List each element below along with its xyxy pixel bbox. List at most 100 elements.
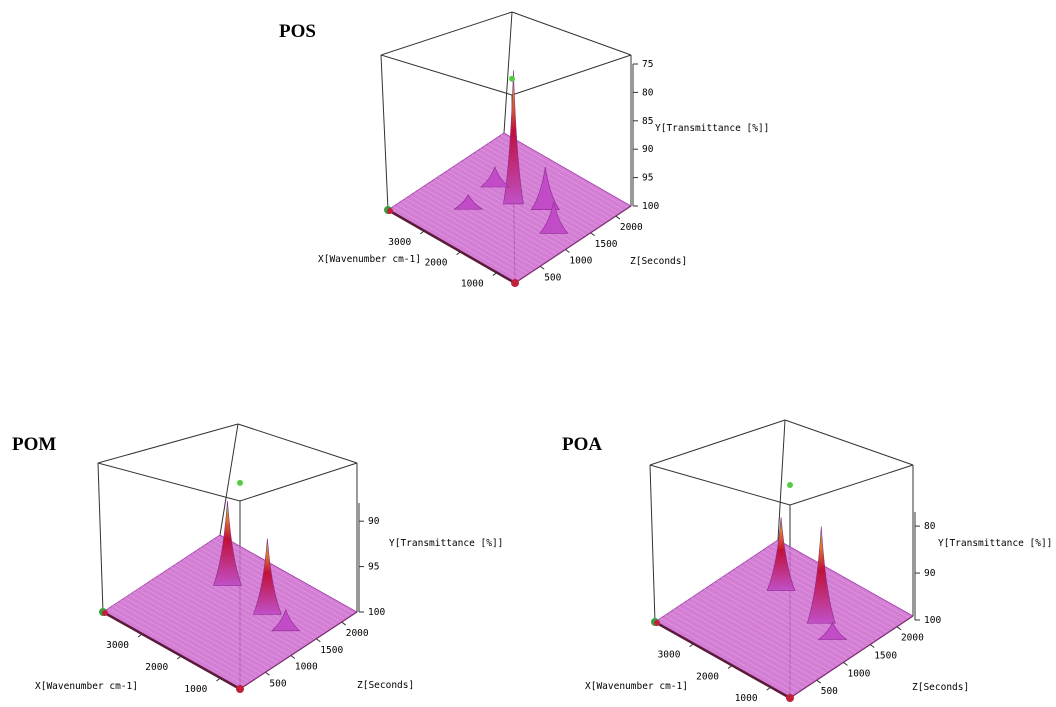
- corner-marker: [511, 279, 519, 287]
- surface-gridline: [182, 557, 320, 636]
- surface-gridline: [420, 186, 549, 260]
- x-tick: [419, 230, 425, 235]
- surface-gridline: [689, 596, 826, 674]
- cube-edge: [380, 54, 389, 211]
- x-tick: [176, 655, 182, 660]
- x-tick-label: 2000: [425, 258, 448, 269]
- surface-gridline: [215, 535, 353, 614]
- data-peak: [503, 70, 524, 205]
- panel-pos: 75 80 85 90 95 100 Y[Transmittance [%]] 500 1000…: [318, 11, 769, 290]
- cube-edge: [380, 54, 513, 96]
- data-peak: [817, 621, 848, 640]
- surface-gridline: [115, 601, 253, 680]
- z-tick: [290, 655, 296, 659]
- surface-side-edge: [789, 615, 914, 699]
- surface-gridline: [107, 607, 245, 686]
- surface-gridline: [400, 199, 528, 274]
- cube-edge: [511, 54, 632, 96]
- y-tick-label: 90: [924, 568, 936, 579]
- surface-gridline: [720, 576, 857, 653]
- z-tick-label: 500: [544, 272, 561, 283]
- x-tick-label: 3000: [388, 237, 411, 248]
- chart-title-pos: POS: [279, 21, 316, 42]
- surface-gridline: [144, 582, 282, 661]
- surface-gridline: [729, 570, 865, 647]
- y-tick-label: 100: [924, 615, 941, 626]
- data-peak: [766, 517, 796, 592]
- y-tick-label: 95: [642, 173, 653, 184]
- surface-gridline: [466, 155, 594, 230]
- surface-gridline: [157, 574, 295, 653]
- cube-edge: [789, 464, 914, 506]
- y-tick-label: 75: [642, 59, 653, 70]
- surface-gridline: [161, 571, 299, 650]
- z-tick-label: 1500: [874, 651, 897, 662]
- surface-gridline: [663, 614, 799, 691]
- x-tick-label: 1000: [461, 279, 484, 290]
- y-tick-label: 90: [642, 144, 654, 155]
- surface-front-edge: [387, 208, 516, 285]
- x-tick: [766, 686, 772, 691]
- surface-gridline: [127, 593, 266, 672]
- surface-gridline: [391, 205, 520, 280]
- surface-gridline: [707, 585, 843, 662]
- x-axis-label: X[Wavenumber cm-1]: [35, 681, 138, 692]
- x-tick-label: 2000: [145, 662, 168, 673]
- cube-edge: [380, 11, 513, 56]
- y-axis-label: Y[Transmittance [%]]: [389, 538, 503, 549]
- surface-gridline: [408, 194, 536, 269]
- data-peak: [213, 500, 242, 586]
- cube-edge: [219, 423, 239, 536]
- x-tick: [137, 633, 143, 638]
- surface-gridline: [764, 547, 900, 624]
- z-axis-label: Z[Seconds]: [912, 682, 969, 693]
- data-peak: [480, 166, 510, 188]
- surface-gridline: [698, 590, 835, 668]
- data-peak: [453, 194, 484, 210]
- surface-gridline: [123, 596, 262, 675]
- cube-edge: [784, 419, 914, 466]
- surface-gridline: [136, 588, 274, 666]
- surface-gridline: [404, 197, 532, 271]
- cube-edge: [649, 419, 786, 466]
- surface-gridline: [716, 579, 852, 656]
- surface-gridline: [148, 579, 287, 658]
- surface-side-edge: [514, 205, 632, 284]
- x-tick-label: 1000: [184, 684, 207, 695]
- z-tick: [341, 621, 347, 626]
- surface-gridline: [211, 538, 349, 617]
- z-tick-label: 1500: [320, 645, 343, 656]
- z-tick: [316, 638, 321, 643]
- x-tick: [456, 251, 461, 256]
- surface-gridline: [659, 617, 795, 694]
- x-tick: [492, 272, 498, 276]
- data-peak: [539, 201, 569, 234]
- z-tick-label: 1500: [595, 239, 618, 250]
- z-axis-label: Z[Seconds]: [357, 680, 414, 691]
- z-tick-label: 2000: [620, 222, 643, 233]
- cube-edge: [97, 462, 104, 613]
- chart-title-poa: POA: [562, 434, 603, 455]
- surface-gridline: [462, 158, 590, 233]
- surface-gridline: [703, 588, 839, 665]
- surface-gridline: [487, 142, 615, 216]
- corner-marker: [237, 479, 243, 486]
- surface-gridline: [738, 564, 874, 642]
- y-tick-label: 85: [642, 116, 653, 127]
- x-tick-label: 3000: [658, 650, 681, 661]
- surface-gridline: [769, 544, 905, 621]
- data-peak: [252, 538, 282, 615]
- surface-gridline: [470, 153, 599, 227]
- z-tick-label: 2000: [346, 628, 369, 639]
- z-tick-label: 500: [269, 678, 286, 689]
- z-tick: [816, 679, 822, 684]
- cube-edge: [237, 423, 358, 464]
- y-tick-label: 100: [642, 201, 659, 212]
- surface-gridline: [429, 180, 557, 255]
- corner-marker: [387, 208, 393, 214]
- x-tick-label: 2000: [696, 671, 719, 682]
- surface-front-edge: [654, 620, 791, 700]
- z-tick: [843, 661, 848, 666]
- data-peak: [530, 166, 560, 211]
- surface-gridline: [773, 541, 909, 618]
